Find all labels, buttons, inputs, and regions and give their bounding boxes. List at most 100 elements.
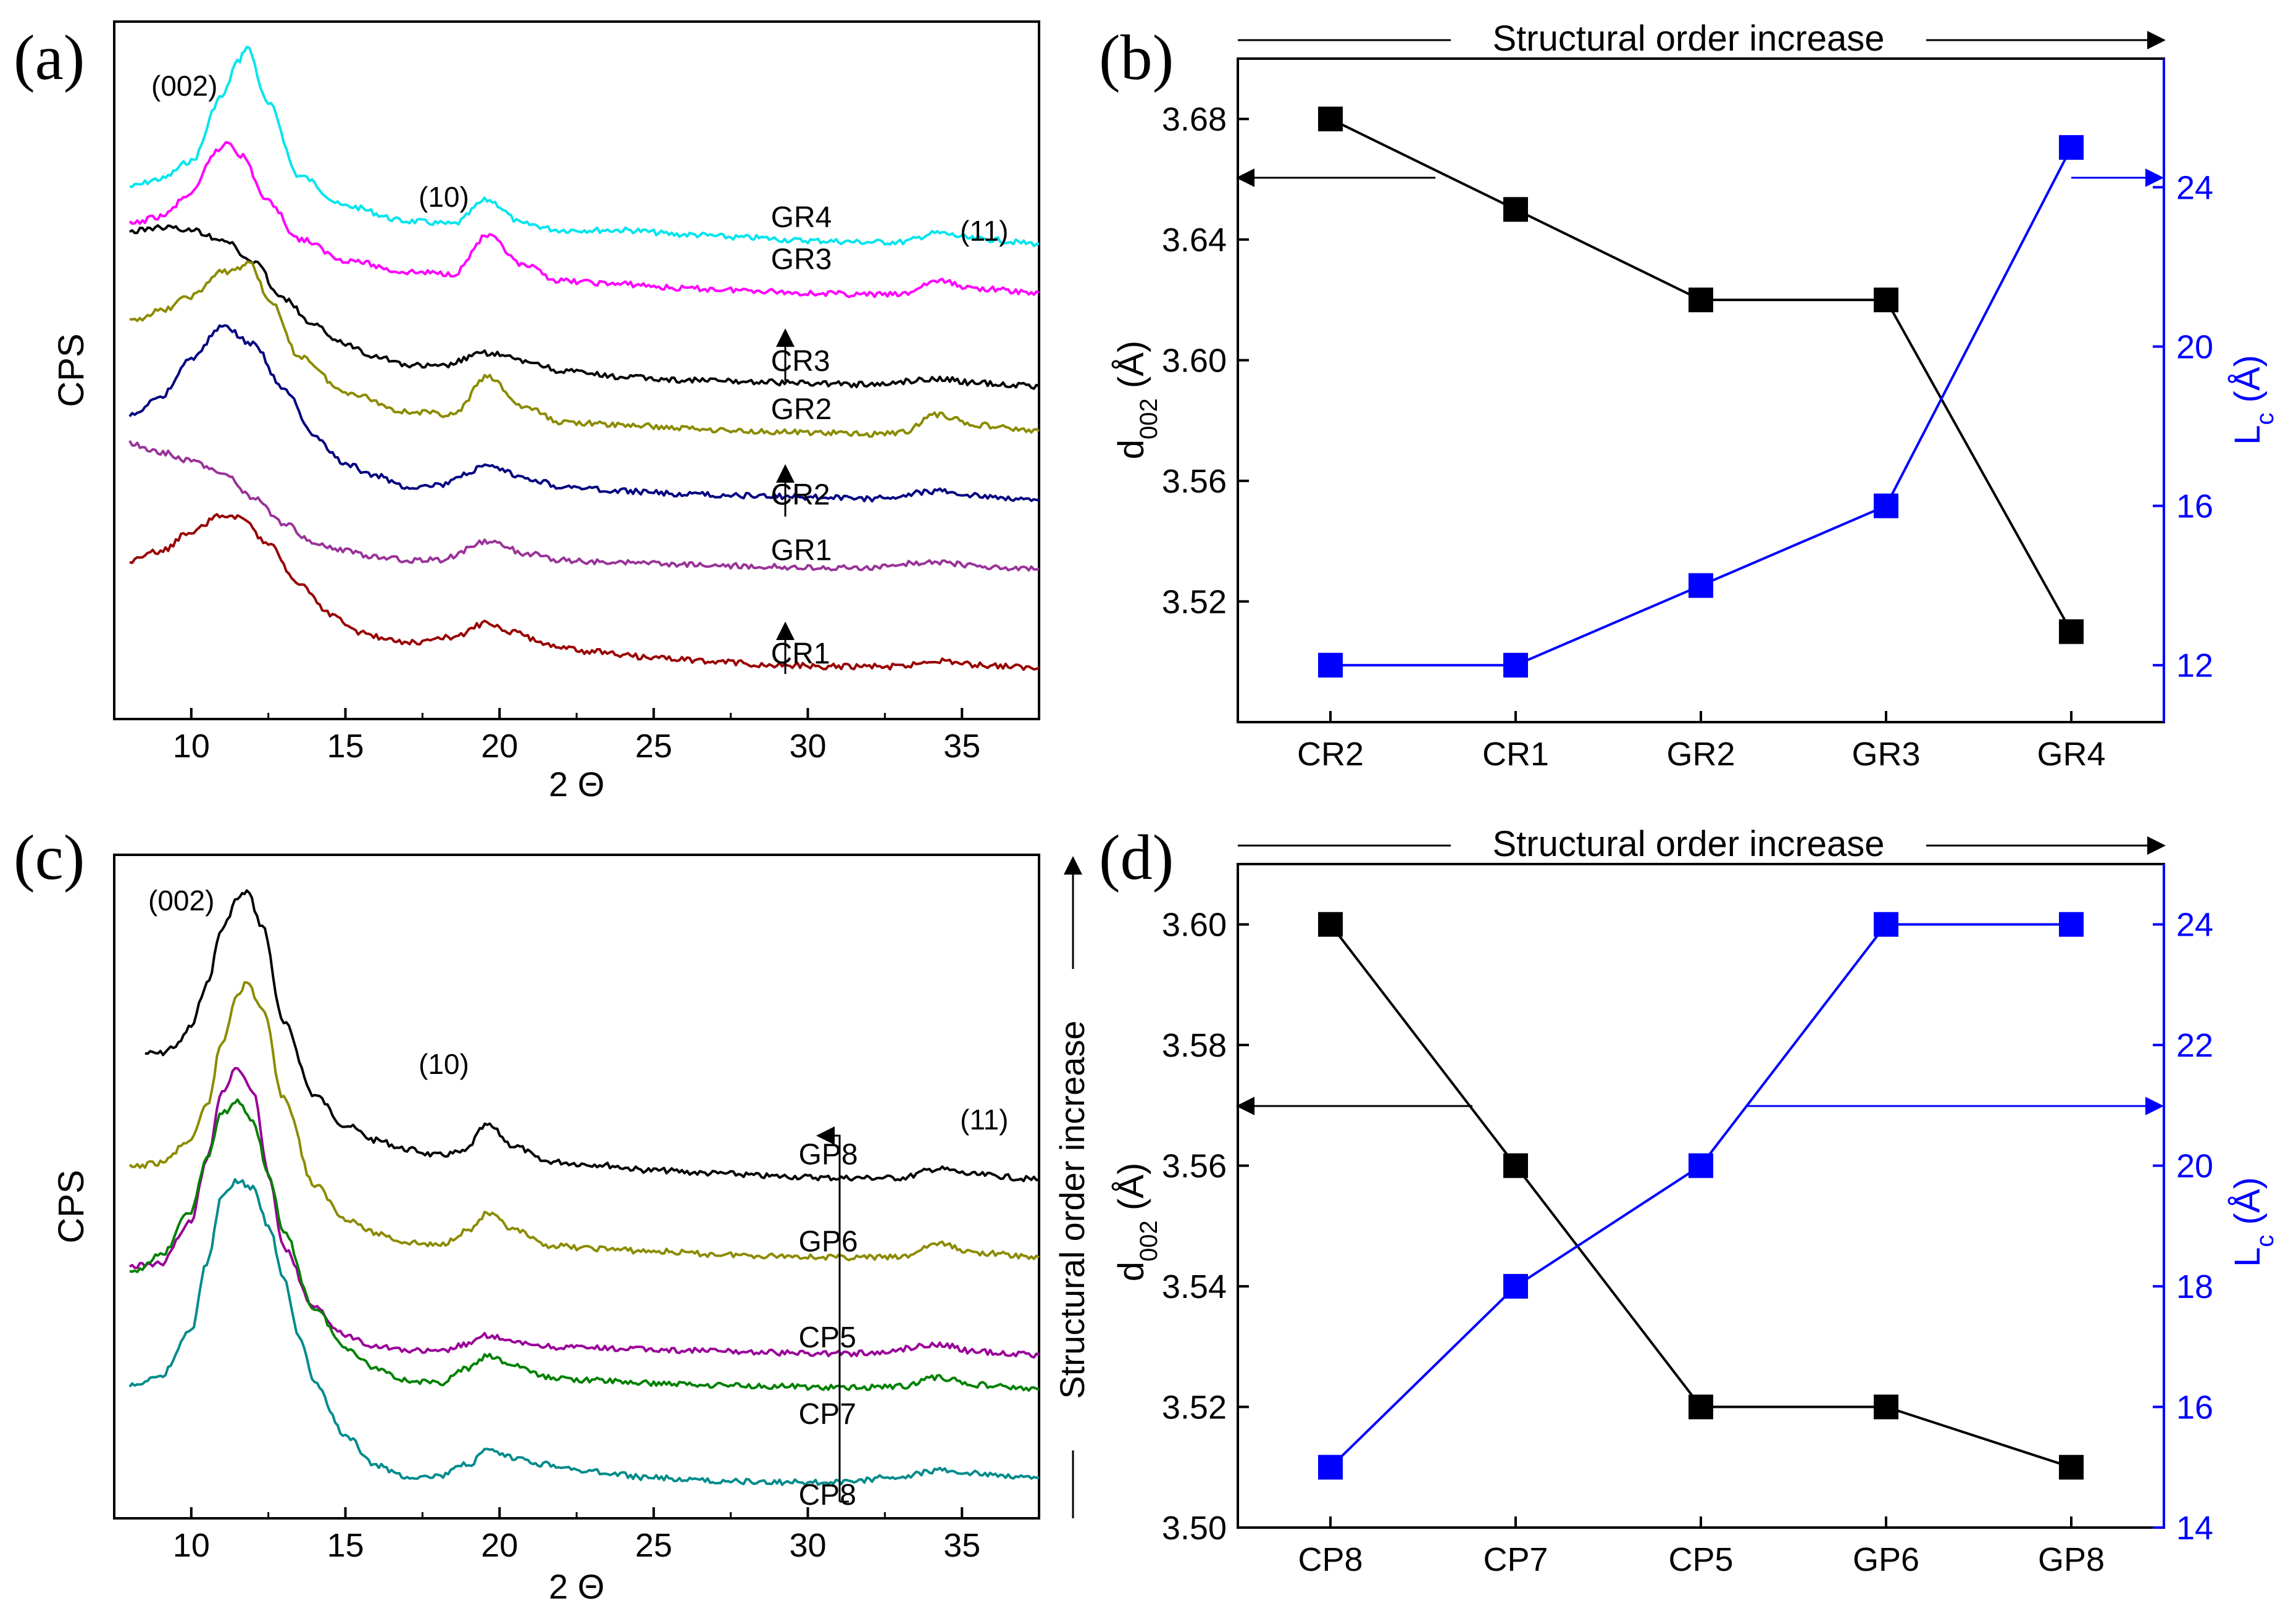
x-ticks-c: 10 15 20 25 30 35 bbox=[113, 1507, 1040, 1564]
category-label-gp6: GP6 bbox=[1853, 1541, 1919, 1578]
series-cp8 bbox=[128, 1178, 1040, 1486]
y-right-tick-label: 24 bbox=[2176, 169, 2213, 206]
series-gr4 bbox=[129, 46, 1040, 247]
x-tick-label: 15 bbox=[327, 1527, 364, 1564]
category-label-cr1: CR1 bbox=[1482, 736, 1549, 773]
data-point-left bbox=[1503, 1153, 1528, 1178]
data-point-right bbox=[1874, 493, 1898, 518]
category-label-cr2: CR2 bbox=[1297, 736, 1364, 773]
y-left-tick-label: 3.64 bbox=[1162, 222, 1227, 259]
y-left-tick-label: 3.56 bbox=[1162, 463, 1227, 500]
peak-label-10-a: (10) bbox=[419, 181, 469, 213]
series-gr1 bbox=[128, 440, 1040, 572]
bracket-arrow-c bbox=[818, 1136, 849, 1503]
y-left-tick-label: 3.60 bbox=[1162, 907, 1227, 944]
markers-d bbox=[1318, 912, 2084, 1480]
y-left-tick-label: 3.68 bbox=[1162, 101, 1227, 138]
series-line-left bbox=[1330, 117, 2073, 633]
curve-label-gr1: GR1 bbox=[771, 534, 832, 567]
x-ticks-a: 10 15 20 25 30 35 bbox=[113, 708, 1040, 765]
y-right-tick-label: 16 bbox=[2176, 488, 2213, 525]
x-tick-label: 25 bbox=[635, 1527, 672, 1564]
curve-labels-c: GP8 GP6 CP5 CP7 CP8 bbox=[799, 1139, 858, 1512]
category-label-cp5: CP5 bbox=[1668, 1541, 1733, 1578]
data-point-left bbox=[1874, 287, 1898, 312]
series-gp6 bbox=[128, 981, 1040, 1262]
curve-label-cr1: CR1 bbox=[771, 638, 830, 670]
panel-c: (c) 10 15 20 25 30 35 2 Θ CPS (002) (10) (11)… bbox=[14, 822, 1092, 1606]
data-point-right bbox=[1503, 652, 1528, 678]
curve-label-gp6: GP6 bbox=[799, 1225, 858, 1258]
curve-label-gr3: GR3 bbox=[771, 243, 832, 276]
data-point-right bbox=[2059, 912, 2084, 937]
x-axis-label-a: 2 Θ bbox=[549, 765, 604, 804]
panel-label-d: (d) bbox=[1099, 822, 1174, 893]
series-cp7 bbox=[129, 1098, 1040, 1392]
y-right-tick-label: 18 bbox=[2176, 1268, 2213, 1305]
data-point-right bbox=[2059, 135, 2084, 160]
curve-label-cp8: CP8 bbox=[799, 1479, 856, 1512]
y-right-tick-label: 20 bbox=[2176, 329, 2213, 366]
panel-a: (a) 10 15 20 25 30 35 2 Θ CPS (002) (10) (11)… bbox=[14, 20, 1040, 804]
y-left-tick-label: 3.52 bbox=[1162, 584, 1227, 621]
plot-frame-d bbox=[1237, 863, 2165, 1529]
ticks-b: CR2 CR1 GR2 GR3 GR4 3.52 3.56 3.60 3.64 3.68 12 16 2… bbox=[1162, 101, 2213, 773]
top-label-b: Structural order increase bbox=[1492, 19, 1884, 59]
y-left-tick-label: 3.60 bbox=[1162, 343, 1227, 380]
data-point-left bbox=[1689, 287, 1713, 312]
plot-frame-b bbox=[1237, 57, 2165, 723]
data-point-right bbox=[1318, 1455, 1343, 1480]
curve-label-gp8: GP8 bbox=[799, 1139, 858, 1171]
y-right-tick-label: 14 bbox=[2176, 1510, 2213, 1547]
peak-label-10-c: (10) bbox=[419, 1048, 469, 1080]
category-label-cp8: CP8 bbox=[1298, 1541, 1363, 1578]
x-tick-label: 35 bbox=[943, 728, 980, 765]
panel-b: (b) Structural order increase CR2 CR1 GR2 G… bbox=[1099, 19, 2279, 773]
y-right-label-b: Lc (Å) bbox=[2227, 355, 2279, 445]
series-gp8 bbox=[144, 889, 1040, 1183]
data-point-right bbox=[1503, 1274, 1528, 1299]
panel-label-b: (b) bbox=[1099, 22, 1174, 93]
curve-label-gr4: GR4 bbox=[771, 201, 832, 234]
y-left-tick-label: 3.54 bbox=[1162, 1268, 1227, 1305]
y-right-tick-label: 24 bbox=[2176, 907, 2213, 944]
y-right-tick-label: 16 bbox=[2176, 1389, 2213, 1426]
data-point-left bbox=[1689, 1394, 1713, 1420]
series-cr1 bbox=[129, 513, 1040, 671]
data-point-right bbox=[1318, 652, 1343, 678]
series-cp5 bbox=[129, 1067, 1040, 1359]
y-left-tick-label: 3.58 bbox=[1162, 1027, 1227, 1064]
x-tick-label: 20 bbox=[481, 1527, 518, 1564]
curve-label-gr2: GR2 bbox=[771, 393, 832, 426]
category-label-cp7: CP7 bbox=[1483, 1541, 1548, 1578]
data-point-right bbox=[1689, 1153, 1713, 1178]
series-gr2 bbox=[129, 260, 1040, 438]
curve-labels-a: GR4 GR3 CR3 GR2 CR2 GR1 CR1 bbox=[771, 201, 832, 670]
y-left-label-d: d002 (Å) bbox=[1111, 1163, 1163, 1281]
lines-d bbox=[1329, 923, 2072, 1469]
y-right-tick-label: 22 bbox=[2176, 1027, 2213, 1064]
panel-label-c: (c) bbox=[14, 822, 85, 893]
peak-label-11-a: (11) bbox=[960, 215, 1008, 247]
x-tick-label: 10 bbox=[173, 1527, 210, 1564]
series-line-right bbox=[1329, 923, 2071, 1468]
x-tick-label: 30 bbox=[789, 1527, 826, 1564]
y-axis-label-a: CPS bbox=[51, 333, 91, 407]
series-cr3 bbox=[129, 224, 1040, 390]
x-tick-label: 10 bbox=[173, 728, 210, 765]
x-tick-label: 20 bbox=[481, 728, 518, 765]
category-label-gp8: GP8 bbox=[2038, 1541, 2105, 1578]
series-gr3 bbox=[128, 141, 1040, 299]
panel-d: (d) Structural order increase CP8 CP7 CP5 G… bbox=[1099, 822, 2279, 1578]
y-axis-label-c: CPS bbox=[51, 1170, 91, 1243]
peak-label-002-a: (002) bbox=[151, 70, 217, 102]
panel-label-a: (a) bbox=[14, 22, 85, 93]
series-line-left bbox=[1329, 923, 2072, 1469]
curve-label-cr3: CR3 bbox=[771, 345, 830, 378]
data-point-left bbox=[1503, 197, 1528, 222]
data-point-left bbox=[2059, 1455, 2084, 1480]
curves-a bbox=[128, 46, 1040, 671]
series-cr2 bbox=[128, 324, 1040, 503]
y-right-label-d: Lc (Å) bbox=[2227, 1177, 2279, 1267]
